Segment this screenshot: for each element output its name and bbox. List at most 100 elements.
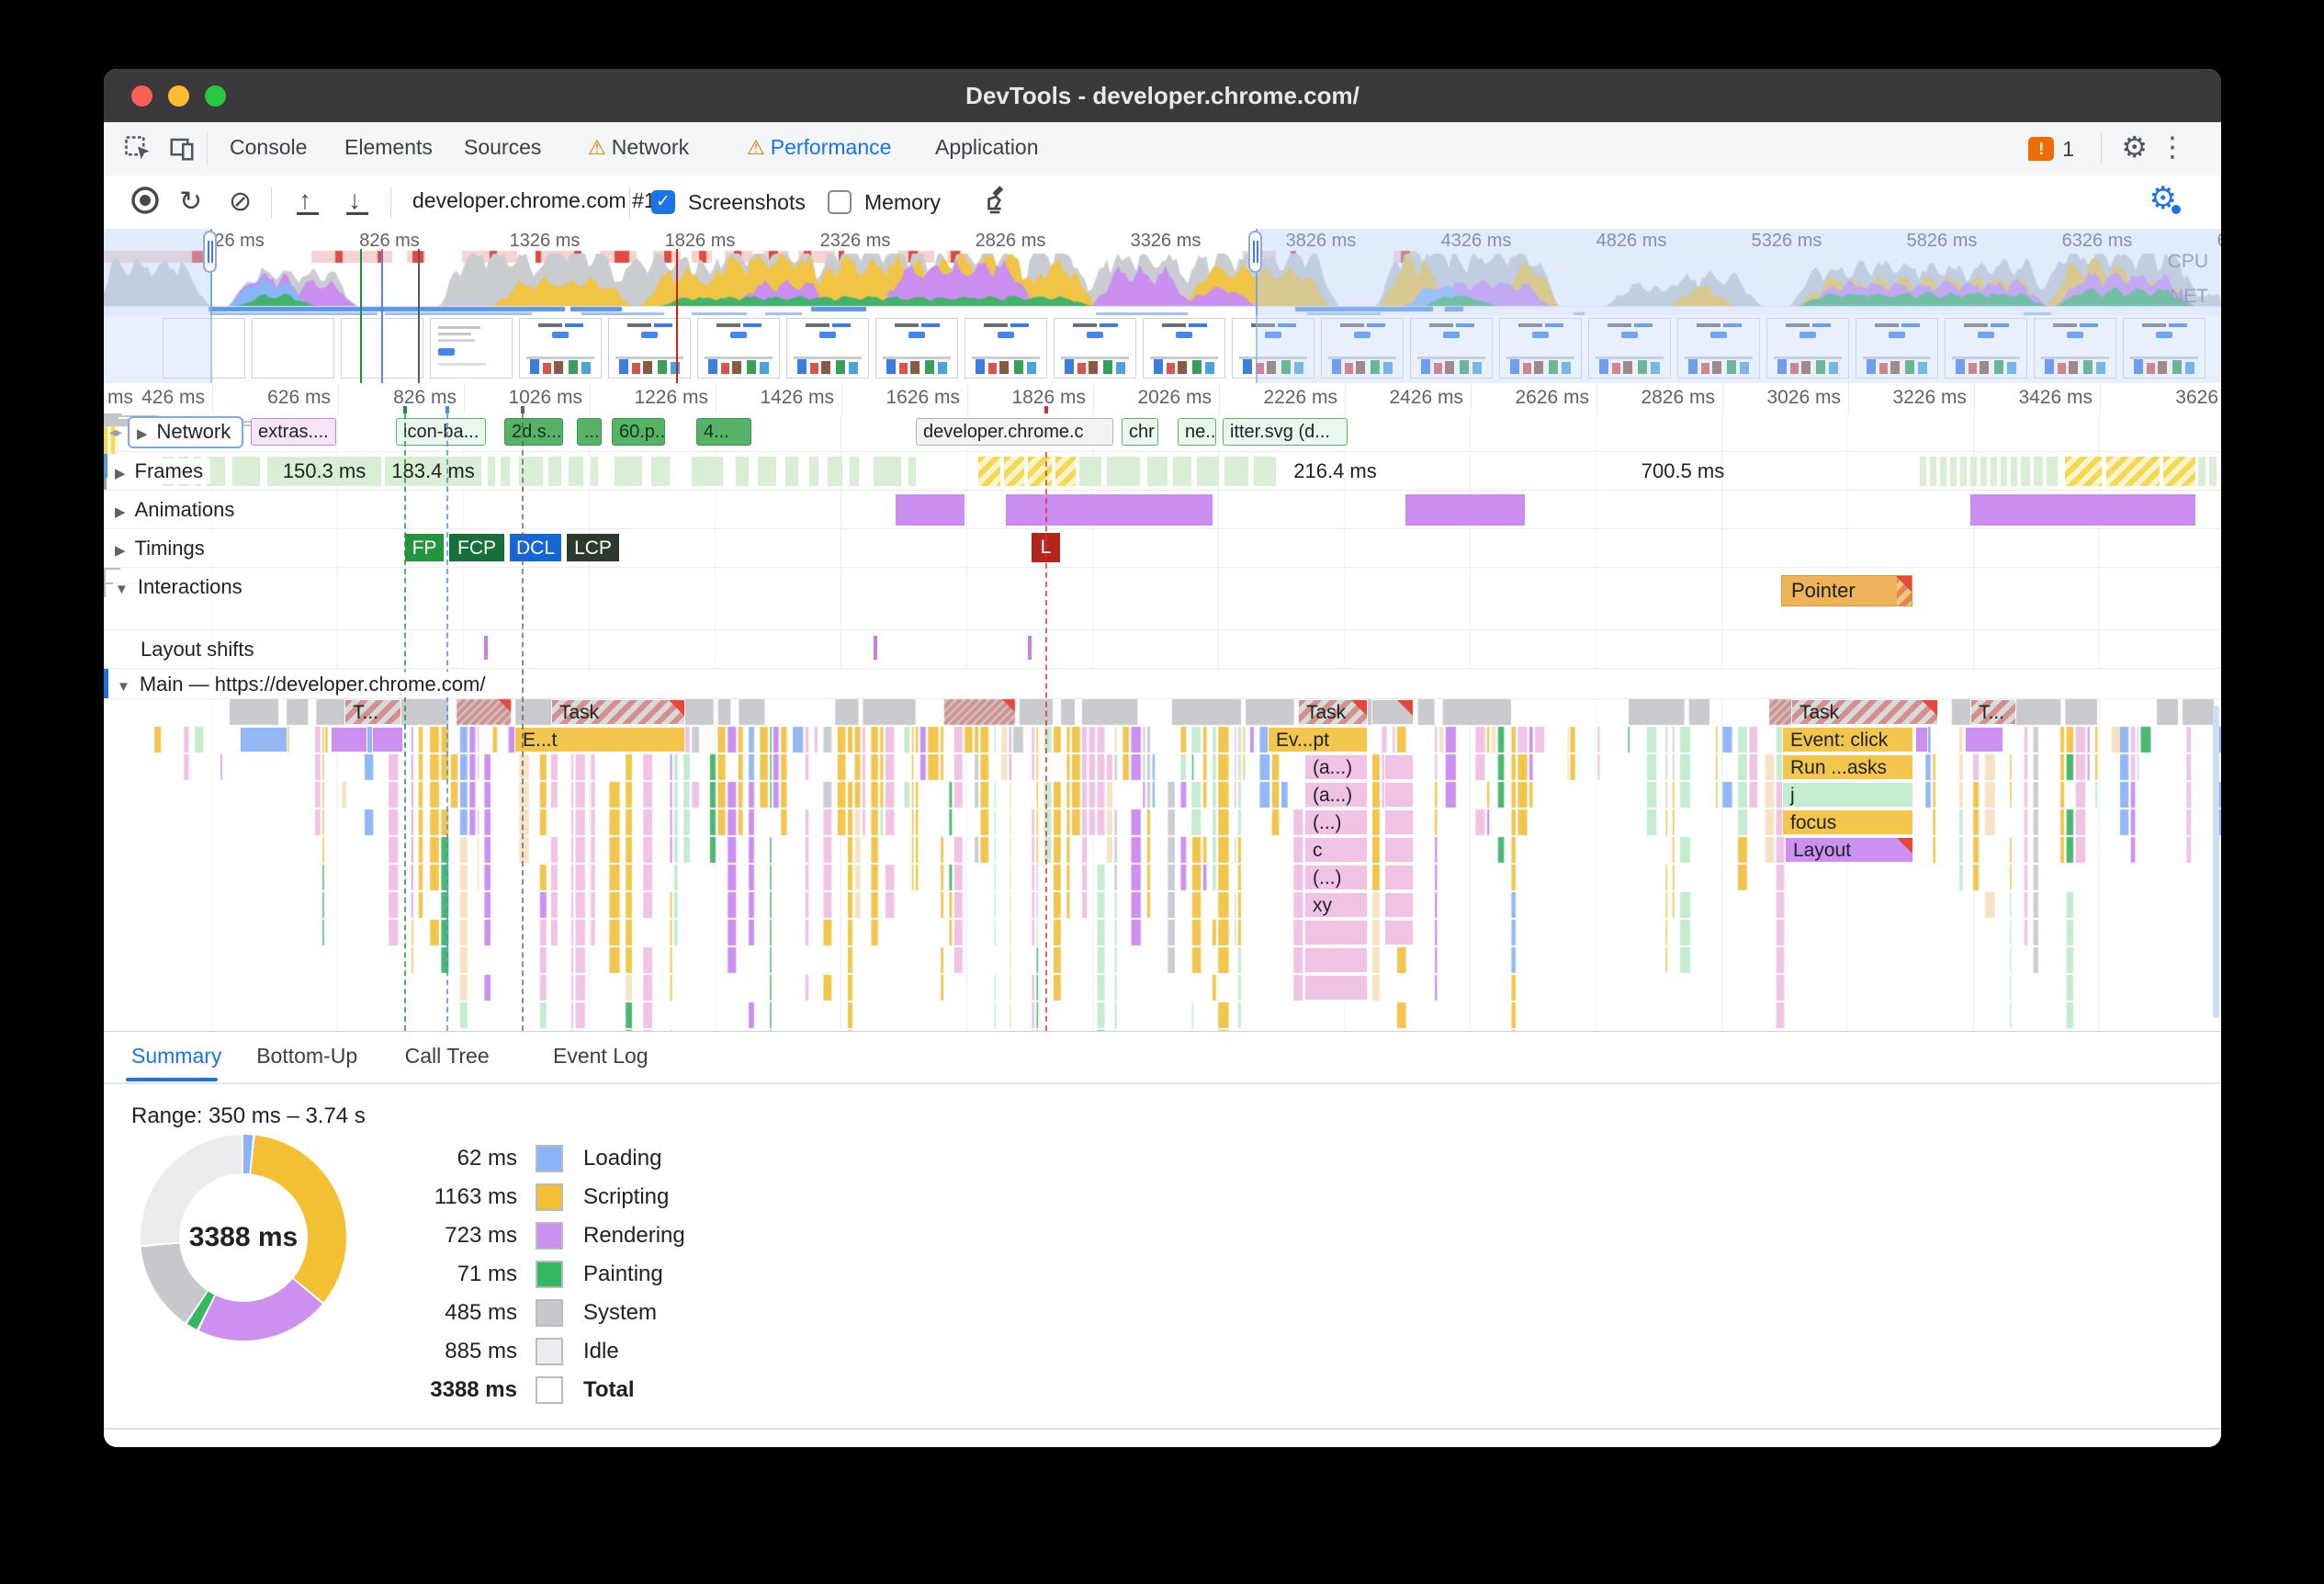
animations-track-row[interactable]: ▶ Animations xyxy=(104,491,2221,529)
details-tab-eventlog[interactable]: Event Log xyxy=(553,1044,649,1068)
frame-block[interactable] xyxy=(651,457,670,486)
collapse-arrow-icon[interactable]: ▼ xyxy=(115,582,129,597)
flame-bar-runasks[interactable]: Run ...asks xyxy=(1782,754,1913,780)
frame-block[interactable] xyxy=(1254,457,1276,486)
expand-arrow-icon[interactable]: ▶ xyxy=(137,426,148,442)
flame-bar[interactable] xyxy=(1965,727,2003,752)
frame-block[interactable] xyxy=(1960,457,1967,486)
device-toolbar-icon[interactable] xyxy=(168,135,196,167)
screenshot-thumbnail[interactable] xyxy=(875,318,958,379)
flame-bar-evpt[interactable]: Ev...pt xyxy=(1268,727,1368,752)
flame-bar[interactable] xyxy=(1384,754,1414,780)
frame-block[interactable] xyxy=(809,457,818,486)
more-options-kebab-icon[interactable]: ⋮ xyxy=(2159,132,2186,163)
left-selection-handle[interactable] xyxy=(203,231,217,273)
details-tab-calltree[interactable]: Call Tree xyxy=(404,1044,490,1068)
frame-block[interactable] xyxy=(548,457,561,486)
expand-arrow-icon[interactable]: ▶ xyxy=(115,466,126,481)
screenshot-thumbnail[interactable] xyxy=(519,318,602,379)
flame-bar-a[interactable]: (a...) xyxy=(1304,754,1368,780)
flame-bar-et[interactable]: E...t xyxy=(514,727,685,752)
screenshot-thumbnail[interactable] xyxy=(1588,318,1671,379)
frame-block[interactable] xyxy=(1224,457,1248,486)
timeline-tracks[interactable]: ◂▸ ▶ Network extras.... icon-ba... 2d.s....… xyxy=(104,406,2221,1031)
screenshot-thumbnail[interactable] xyxy=(1499,318,1582,379)
animation-bar[interactable] xyxy=(1006,494,1213,526)
tab-application[interactable]: Application xyxy=(935,122,1039,173)
screenshot-thumbnail[interactable] xyxy=(1410,318,1493,379)
save-profile-icon[interactable]: ↓ xyxy=(344,186,372,217)
network-request[interactable]: ne... xyxy=(1178,418,1216,446)
horizontal-scrollbar-track[interactable] xyxy=(104,1428,2221,1430)
network-track-row[interactable]: ◂▸ ▶ Network extras.... icon-ba... 2d.s....… xyxy=(104,413,2221,491)
frame-block[interactable] xyxy=(267,457,381,486)
right-selection-handle[interactable] xyxy=(1248,231,1262,273)
timings-track-row[interactable]: ▶ Timings FP FCP DCL LCP L xyxy=(104,529,2221,568)
collapse-arrow-icon[interactable]: ▼ xyxy=(117,679,130,695)
screenshot-thumbnail[interactable] xyxy=(2123,318,2206,379)
network-request[interactable]: 4... xyxy=(696,418,751,446)
flame-bar[interactable] xyxy=(372,727,403,752)
reload-and-record-icon[interactable]: ↻ xyxy=(179,187,203,217)
layout-shift-tick[interactable] xyxy=(1028,636,1032,660)
screenshots-checkbox[interactable]: ✓ xyxy=(651,190,675,214)
flame-bar-a[interactable]: (a...) xyxy=(1304,782,1368,808)
flame-bar-[interactable]: (...) xyxy=(1304,809,1368,835)
flame-bar[interactable] xyxy=(1915,727,1928,752)
flame-bar[interactable] xyxy=(240,727,288,752)
flame-bar[interactable] xyxy=(1384,809,1414,835)
screenshot-thumbnail[interactable] xyxy=(163,318,245,379)
screenshot-thumbnail[interactable] xyxy=(1054,318,1136,379)
network-request[interactable]: icon-ba... xyxy=(396,418,486,446)
flame-bar-t[interactable]: T... xyxy=(1970,699,2016,725)
network-request[interactable]: 2d.s... xyxy=(504,418,563,446)
settings-gear-icon[interactable]: ⚙ xyxy=(2121,130,2148,164)
frame-block[interactable] xyxy=(501,457,510,486)
screenshot-thumbnail[interactable] xyxy=(697,318,780,379)
partially-presented-frame-block[interactable] xyxy=(1055,457,1076,486)
animation-bar[interactable] xyxy=(1970,494,2195,526)
frame-block[interactable] xyxy=(1107,457,1140,486)
flame-bar[interactable] xyxy=(1384,920,1414,945)
screenshot-thumbnail[interactable] xyxy=(430,318,513,379)
frame-block[interactable] xyxy=(2047,457,2058,486)
close-window-button[interactable] xyxy=(131,85,152,107)
frame-block[interactable] xyxy=(1920,457,1926,486)
screenshot-thumbnail[interactable] xyxy=(965,318,1047,379)
title-bar[interactable]: DevTools - developer.chrome.com/ xyxy=(104,69,2221,122)
frame-block[interactable] xyxy=(591,457,598,486)
flame-bar-focus[interactable]: focus xyxy=(1782,809,1913,835)
network-request[interactable]: extras.... xyxy=(251,418,336,446)
minimize-window-button[interactable] xyxy=(168,85,189,107)
frame-block[interactable] xyxy=(1991,457,1997,486)
tab-network[interactable]: ⚠ Network xyxy=(588,122,689,173)
timeline-overview[interactable]: 326 ms 826 ms 1326 ms 1826 ms 2326 ms 2826 ms… xyxy=(104,229,2221,316)
flame-bar-eventclick[interactable]: Event: click xyxy=(1782,727,1913,752)
screenshots-filmstrip[interactable] xyxy=(104,315,2221,384)
frame-block[interactable] xyxy=(1950,457,1957,486)
flame-bar[interactable] xyxy=(1384,865,1414,890)
frame-block[interactable] xyxy=(1930,457,1936,486)
frame-block[interactable] xyxy=(850,457,859,486)
frame-block[interactable] xyxy=(1079,457,1101,486)
flame-bar[interactable] xyxy=(1304,975,1368,1001)
flame-bar[interactable] xyxy=(1304,947,1368,973)
partially-presented-frame-block[interactable] xyxy=(978,457,1000,486)
flame-bar-[interactable]: (...) xyxy=(1304,865,1368,890)
flame-bar-xy[interactable]: xy xyxy=(1304,892,1368,918)
history-select[interactable]: developer.chrome.com #1▾ xyxy=(412,188,664,212)
frame-block[interactable] xyxy=(828,457,842,486)
frame-block[interactable] xyxy=(1197,457,1219,486)
network-track-label-box[interactable]: ▶ Network xyxy=(128,416,244,448)
details-tab-bottomup[interactable]: Bottom-Up xyxy=(256,1044,358,1068)
flame-bar[interactable] xyxy=(1371,699,1414,725)
frames-track-row[interactable]: ▶ Frames 150.3 ms 183.4 ms 216.4 ms 700.5 ms xyxy=(104,452,2221,491)
vertical-scrollbar[interactable] xyxy=(2213,706,2219,1018)
timing-marker-fp[interactable]: FP xyxy=(404,533,445,562)
frame-block[interactable] xyxy=(1980,457,1987,486)
screenshot-thumbnail[interactable] xyxy=(786,318,869,379)
network-request[interactable]: 60.p... xyxy=(612,418,665,446)
screenshot-thumbnail[interactable] xyxy=(608,318,691,379)
screenshot-thumbnail[interactable] xyxy=(1856,318,1938,379)
flame-bar[interactable] xyxy=(1304,920,1368,945)
